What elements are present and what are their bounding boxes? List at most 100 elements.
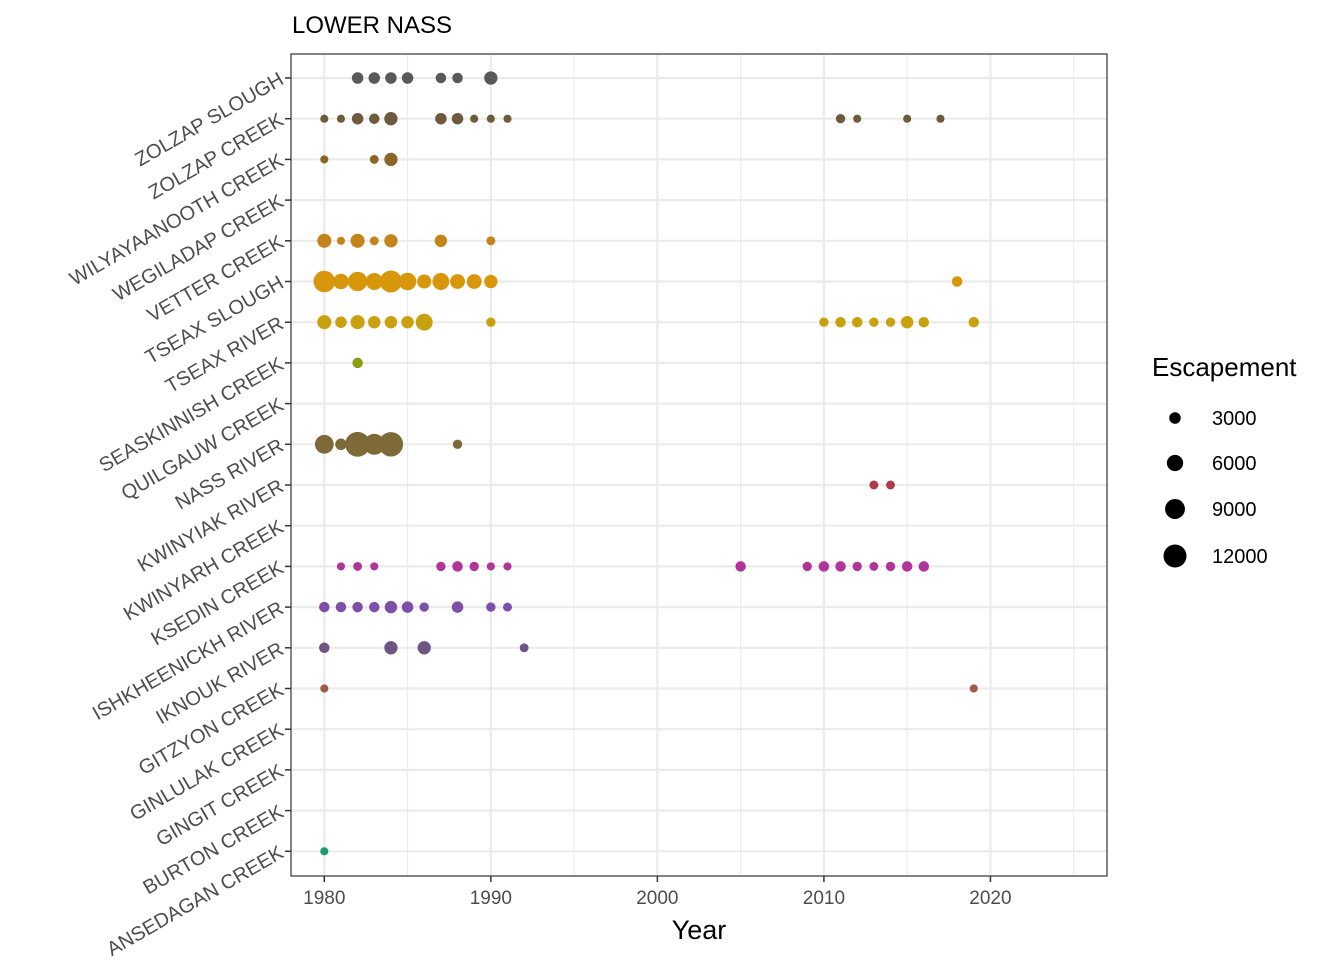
data-point [451, 601, 464, 613]
data-point [885, 317, 896, 327]
data-points [313, 71, 980, 856]
data-point [313, 270, 336, 293]
data-point [401, 72, 414, 84]
data-point [432, 273, 450, 290]
data-point [853, 114, 862, 123]
data-point [918, 561, 930, 572]
data-point [335, 316, 347, 328]
data-point [503, 562, 512, 571]
data-point [347, 271, 368, 292]
data-point [436, 561, 446, 572]
data-point [936, 114, 945, 123]
data-point [415, 313, 433, 331]
data-point [401, 601, 414, 613]
data-point [368, 315, 381, 329]
data-point [384, 112, 398, 126]
x-tick-label: 2010 [803, 888, 845, 909]
data-point [351, 112, 364, 125]
data-point [452, 72, 463, 84]
data-point [336, 236, 346, 245]
data-point [486, 236, 496, 246]
x-tick-label: 1980 [303, 888, 345, 909]
data-point [363, 433, 385, 455]
plot-panel [290, 53, 1108, 877]
data-point [384, 600, 398, 614]
data-point [384, 234, 398, 248]
data-point [435, 112, 447, 125]
data-point [320, 684, 329, 693]
data-point [314, 434, 334, 454]
data-point [835, 316, 846, 328]
data-point [486, 602, 496, 612]
x-axis-title: Year [672, 915, 727, 945]
data-point [918, 316, 930, 328]
data-point [434, 234, 448, 248]
data-point [470, 114, 479, 123]
data-point [886, 480, 895, 490]
data-point [384, 641, 398, 655]
data-point [384, 152, 398, 167]
data-point [469, 561, 479, 572]
data-point [345, 431, 371, 457]
data-point [969, 684, 978, 693]
data-point [365, 273, 383, 290]
data-point [869, 317, 879, 327]
x-tick-label: 1990 [470, 888, 512, 909]
data-point [335, 601, 347, 613]
legend: Escapement 3000 6000 9000 12000 [1152, 352, 1297, 568]
data-point [900, 315, 914, 329]
data-point [417, 641, 431, 655]
data-point [385, 72, 397, 84]
data-point [486, 562, 495, 571]
legend-title: Escapement [1152, 352, 1297, 382]
data-point [320, 847, 329, 856]
x-tick-label: 2020 [969, 888, 1011, 909]
data-point [951, 276, 963, 287]
data-point [369, 601, 380, 613]
legend-label: 6000 [1212, 453, 1257, 475]
data-point [369, 113, 380, 124]
data-point [398, 272, 417, 291]
data-point [335, 438, 347, 451]
data-point [835, 114, 846, 124]
data-point [503, 114, 512, 123]
data-point [384, 315, 398, 329]
data-point [869, 480, 879, 490]
data-point [486, 114, 495, 123]
data-point [351, 72, 364, 84]
data-point [484, 274, 498, 289]
data-point [317, 233, 332, 248]
data-point [336, 562, 346, 571]
data-point [450, 274, 465, 289]
chart-title: LOWER NASS [292, 12, 452, 39]
grid [291, 54, 1107, 876]
data-point [802, 561, 812, 572]
data-point [319, 601, 330, 613]
data-point [452, 561, 463, 572]
data-point [369, 236, 379, 246]
x-tick-label: 2000 [636, 888, 678, 909]
data-point [352, 601, 363, 613]
data-point [336, 114, 346, 123]
data-point [851, 316, 863, 328]
data-point [818, 561, 830, 572]
data-point [419, 602, 429, 612]
data-point [519, 643, 529, 653]
data-point [835, 561, 846, 572]
legend-key [1169, 412, 1181, 424]
data-point [968, 316, 980, 328]
data-point [503, 602, 512, 612]
data-point [466, 274, 482, 289]
data-point [735, 561, 746, 572]
data-point [869, 561, 879, 571]
data-point [368, 72, 381, 84]
data-point [353, 561, 363, 571]
legend-label: 3000 [1212, 408, 1257, 430]
data-point [350, 315, 365, 330]
data-point [352, 357, 363, 369]
data-point [903, 114, 912, 123]
legend-key [1166, 454, 1184, 472]
data-point [317, 315, 332, 330]
